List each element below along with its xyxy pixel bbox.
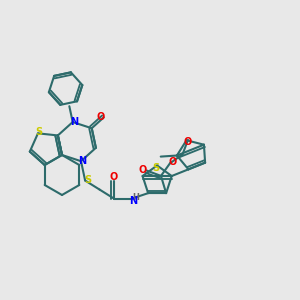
Text: O: O [138,164,147,175]
Text: N: N [70,117,78,127]
Text: O: O [183,137,192,147]
Text: N: N [78,156,86,166]
Text: S: S [35,127,43,137]
Text: O: O [169,157,177,167]
Text: H: H [133,193,140,202]
Text: S: S [85,175,92,184]
Text: O: O [97,112,105,122]
Text: S: S [153,164,160,173]
Text: N: N [129,196,137,206]
Text: O: O [110,172,118,182]
